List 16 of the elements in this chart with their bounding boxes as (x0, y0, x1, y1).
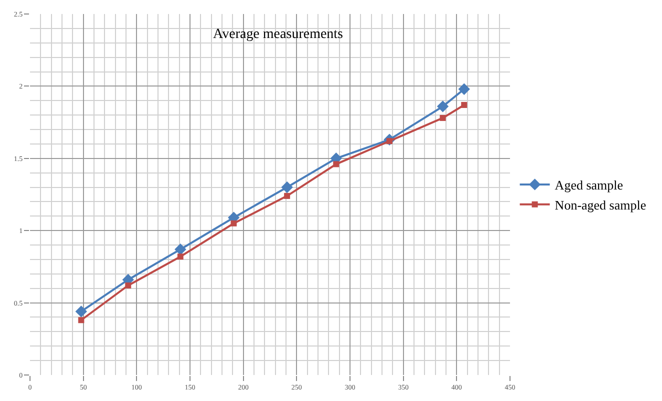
point (461, 102, 468, 108)
point (230, 220, 237, 226)
point (440, 114, 446, 121)
legend-label: Non-aged sample (554, 197, 646, 212)
point (281, 181, 293, 194)
point (177, 254, 184, 260)
point (458, 83, 470, 95)
legend-label: Aged sample (554, 178, 624, 193)
point (333, 161, 340, 168)
point (125, 282, 132, 288)
point (436, 100, 449, 112)
point (174, 244, 186, 256)
text: Average measurements (213, 26, 344, 42)
point (75, 306, 88, 318)
point (284, 192, 290, 199)
point (78, 317, 84, 324)
